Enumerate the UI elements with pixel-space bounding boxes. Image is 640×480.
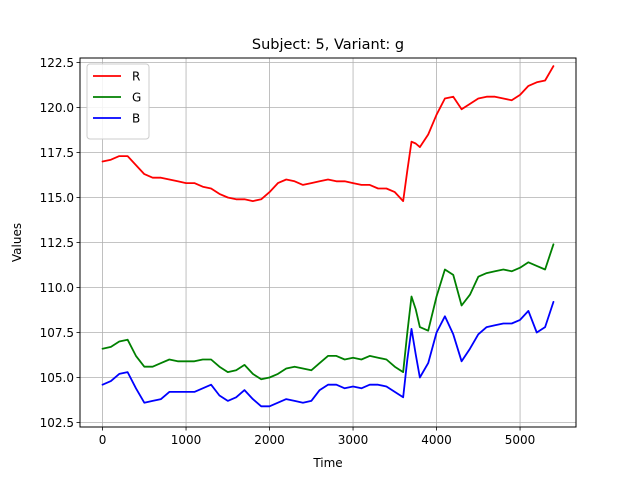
- x-axis-label: Time: [312, 456, 342, 470]
- y-tick-label: 115.0: [40, 191, 74, 205]
- y-tick-label: 117.5: [40, 146, 74, 160]
- series-lines: [101, 65, 555, 408]
- series-line-r: [101, 65, 555, 203]
- x-tick-label: 0: [99, 433, 107, 447]
- x-tick-label: 5000: [505, 433, 536, 447]
- y-tick-label: 107.5: [40, 326, 74, 340]
- grid-lines: [80, 58, 576, 427]
- y-tick-label: 120.0: [40, 101, 74, 115]
- legend-label-b: B: [132, 111, 140, 125]
- y-tick-label: 112.5: [40, 236, 74, 250]
- x-axis: 0 1000 2000 3000 4000 5000: [99, 427, 536, 447]
- legend-label-g: G: [132, 90, 141, 104]
- series-line-g: [101, 243, 555, 381]
- y-tick-label: 122.5: [40, 56, 74, 70]
- y-tick-label: 102.5: [40, 416, 74, 430]
- y-axis: 102.5 105.0 107.5 110.0 112.5 115.0 117.5 120.0…: [40, 56, 80, 430]
- x-tick-label: 3000: [338, 433, 369, 447]
- series-line-b: [101, 300, 555, 408]
- legend-label-r: R: [132, 69, 140, 83]
- y-tick-label: 110.0: [40, 281, 74, 295]
- legend: RGB: [86, 63, 150, 140]
- chart-title: Subject: 5, Variant: g: [252, 37, 404, 53]
- x-tick-label: 1000: [171, 433, 202, 447]
- x-tick-label: 4000: [421, 433, 452, 447]
- x-tick-label: 2000: [254, 433, 285, 447]
- y-tick-label: 105.0: [40, 371, 74, 385]
- legend-box: [86, 63, 150, 140]
- y-axis-label: Values: [10, 223, 24, 262]
